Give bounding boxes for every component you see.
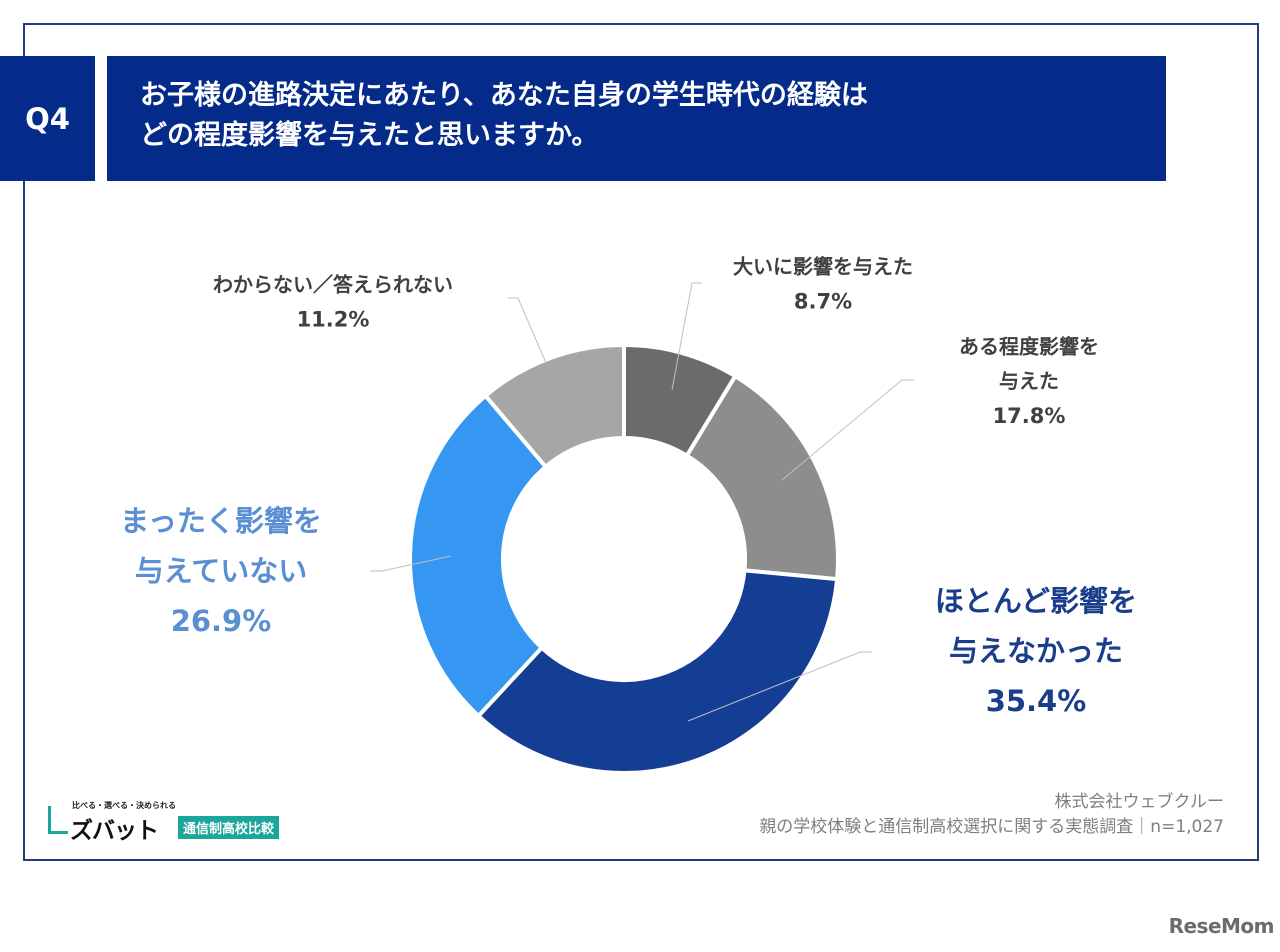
leader-line-2 [781,379,914,481]
donut-slice-4 [408,393,549,719]
question-title-line1: お子様の進路決定にあたり、あなた自身の学生時代の経験は [140,80,868,111]
company-name: 株式会社ウェブクルー [1054,792,1225,812]
leader-line-4 [370,555,452,572]
slice-label-3-line-1: ほとんど影響を [935,584,1137,618]
logo-building-icon [48,806,68,834]
slice-label-4-line-2: 与えていない [135,554,308,588]
resemom-watermark: ReseMom [1168,914,1275,938]
question-title: お子様の進路決定にあたり、あなた自身の学生時代の経験は どの程度影響を与えたと思… [107,56,1166,181]
leader-line-5 [508,297,547,364]
slice-value-4: 26.9% [171,604,272,638]
logo-name: ズバット [70,818,159,844]
zubat-logo: 比べる・選べる・決められる ズバット 通信制高校比較 [48,800,308,844]
survey-name: 親の学校体験と通信制高校選択に関する実態調査｜n=1,027 [759,817,1224,837]
slice-label-2-line-1: ある程度影響を [959,335,1099,359]
question-badge: Q4 [0,56,95,181]
question-title-line2: どの程度影響を与えたと思いますか。 [140,120,599,151]
slice-value-1: 8.7% [794,289,852,313]
slice-value-5: 11.2% [297,307,370,331]
slice-value-3: 35.4% [986,684,1087,718]
slice-value-2: 17.8% [993,404,1066,428]
logo-tagline: 比べる・選べる・決められる [72,801,176,810]
slice-label-5-line-1: わからない／答えられない [213,273,453,297]
leader-line-1 [671,282,702,391]
slice-label-4-line-1: まったく影響を [120,504,322,538]
logo-tag: 通信制高校比較 [178,816,280,839]
source-note: 株式会社ウェブクルー 親の学校体験と通信制高校選択に関する実態調査｜n=1,02… [759,790,1224,840]
donut-slice-3 [475,568,840,775]
donut-slice-2 [684,373,840,582]
leader-line-3 [687,651,872,722]
slice-label-1-line-1: 大いに影響を与えた [733,255,913,279]
slice-label-2-line-2: 与えた [999,369,1059,393]
donut-slice-5 [482,342,626,470]
slice-label-3-line-2: 与えなかった [949,634,1123,668]
